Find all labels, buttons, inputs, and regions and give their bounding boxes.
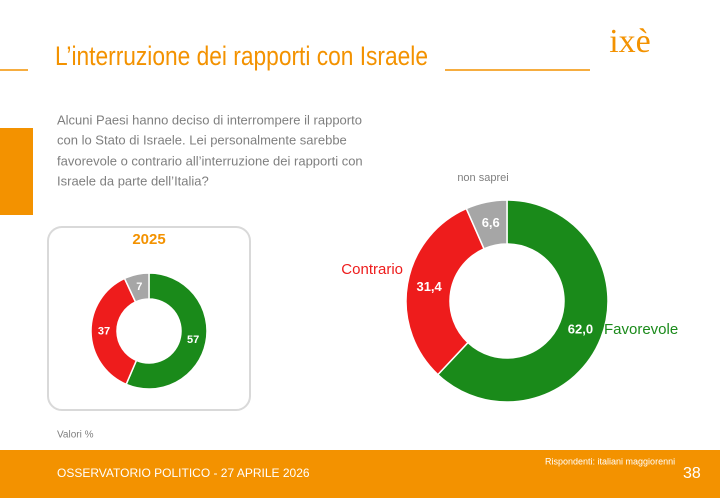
chart-title: 2025 bbox=[132, 231, 165, 248]
question-line: Alcuni Paesi hanno deciso di interromper… bbox=[57, 112, 362, 127]
category-label: non saprei bbox=[457, 172, 508, 184]
donut-segment bbox=[123, 272, 150, 303]
donut-segment bbox=[436, 199, 609, 403]
value-label: 31,4 bbox=[416, 279, 442, 294]
question-line: Israele da parte dell’Italia? bbox=[57, 173, 209, 188]
donut-segment bbox=[90, 277, 138, 386]
donut-segment bbox=[465, 199, 508, 250]
footer-left: OSSERVATORIO POLITICO - 27 APRILE 2026 bbox=[57, 466, 310, 480]
donut-segment bbox=[125, 272, 208, 390]
value-label: 6,6 bbox=[482, 215, 500, 230]
value-label: 37 bbox=[98, 326, 110, 338]
question: Alcuni Paesi hanno deciso di interromper… bbox=[57, 112, 363, 188]
footer-band bbox=[0, 450, 720, 498]
donut-segment bbox=[405, 207, 486, 376]
question-line: con lo Stato di Israele. Lei personalmen… bbox=[57, 132, 347, 147]
value-label: 7 bbox=[136, 281, 142, 293]
logo: ixè bbox=[609, 23, 651, 60]
page-number: 38 bbox=[683, 465, 701, 482]
panel bbox=[47, 226, 251, 411]
category-label: Contrario bbox=[341, 261, 403, 278]
value-label: 57 bbox=[187, 334, 199, 346]
question-line: favorevole o contrario all’interruzione … bbox=[57, 153, 363, 168]
note: Valori % bbox=[57, 430, 94, 441]
slide-title: L’interruzione dei rapporti con Israele bbox=[55, 41, 428, 71]
side-accent bbox=[0, 128, 33, 215]
value-label: 62,0 bbox=[568, 322, 593, 337]
footer-respondents: Rispondenti: italiani maggiorenni bbox=[545, 456, 675, 466]
category-label: Favorevole bbox=[604, 321, 678, 338]
